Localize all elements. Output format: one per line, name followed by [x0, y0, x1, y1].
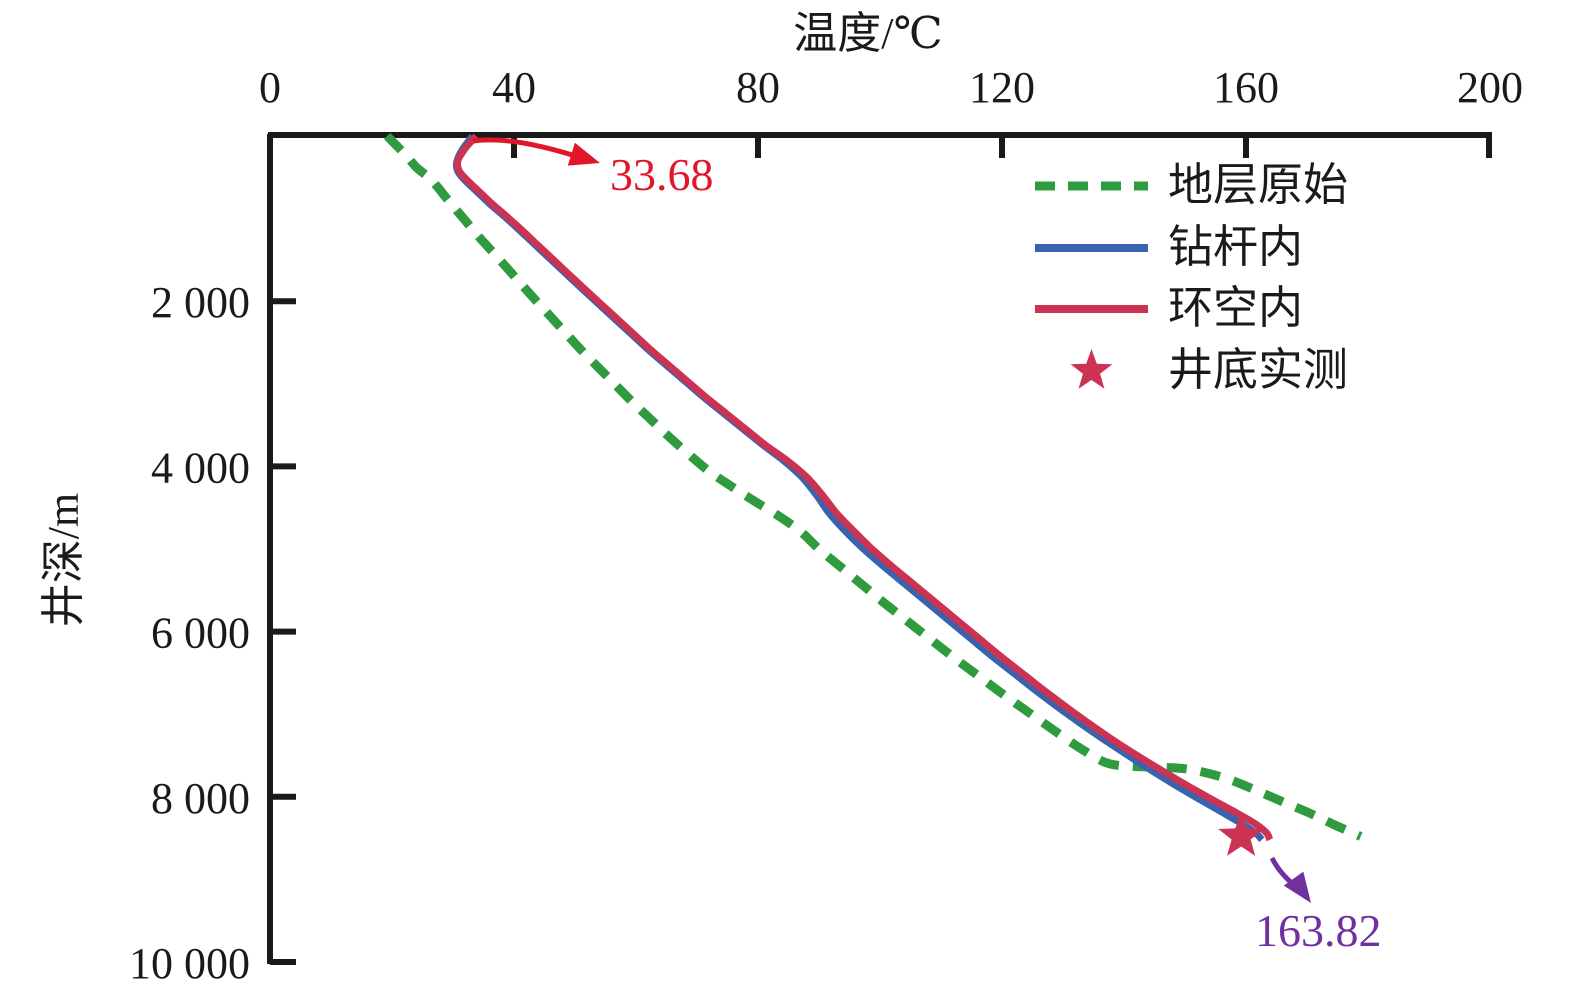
axes-frame [267, 132, 1492, 964]
marker-star-井底实测 [1218, 812, 1264, 856]
y-tick-label-6000: 6 000 [151, 609, 250, 658]
annotation-label-bottom: 163.82 [1255, 905, 1382, 956]
annotation-arrowhead-bottom [1283, 871, 1311, 903]
x-axis-tick-labels: 0 40 80 120 160 200 [259, 63, 1523, 112]
x-tick-label-160: 160 [1213, 63, 1279, 112]
x-tick-label-0: 0 [259, 63, 281, 112]
legend-label-1: 钻杆内 [1168, 222, 1303, 272]
y-tick-label-2000: 2 000 [151, 278, 250, 327]
y-tick-label-4000: 4 000 [151, 443, 250, 492]
series-line-地层原始 [383, 132, 1363, 841]
legend-swatch-star [1070, 349, 1113, 389]
series-line-钻杆内 [452, 133, 1265, 843]
x-tick-label-200: 200 [1457, 63, 1523, 112]
x-axis-ticks [511, 135, 1249, 158]
annotation-bottom: 163.82 [1255, 856, 1382, 956]
y-axis-ticks [270, 298, 296, 965]
x-tick-label-120: 120 [969, 63, 1035, 112]
data-series-group [383, 132, 1363, 843]
x-tick-label-80: 80 [736, 63, 780, 112]
y-tick-label-10000: 10 000 [129, 939, 250, 988]
y-axis-tick-labels: 2 000 4 000 6 000 8 000 10 000 [129, 278, 250, 988]
annotation-arrowhead-top [567, 142, 600, 166]
y-tick-label-8000: 8 000 [151, 774, 250, 823]
series-line-环空内 [453, 133, 1274, 842]
legend-label-3: 井底实测 [1168, 345, 1348, 395]
annotation-top: 33.68 [472, 137, 714, 200]
legend-label-0: 地层原始 [1168, 160, 1348, 210]
y-axis-title: 井深/m [39, 493, 88, 627]
x-axis-title: 温度/℃ [793, 9, 942, 58]
legend-label-2: 环空内 [1168, 283, 1303, 333]
data-markers-group [1218, 812, 1264, 856]
x-tick-label-40: 40 [492, 63, 536, 112]
annotation-label-top: 33.68 [610, 149, 714, 200]
